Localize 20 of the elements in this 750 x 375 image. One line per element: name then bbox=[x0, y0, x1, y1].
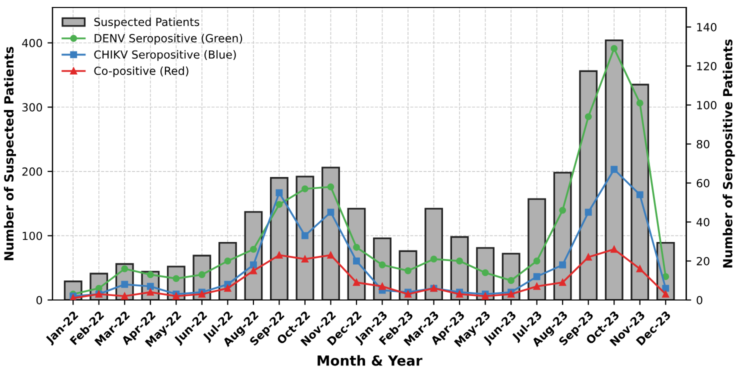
y2-tick-label: 0 bbox=[696, 296, 702, 304]
y-tick-label: 0 bbox=[36, 296, 42, 304]
legend-label: CHIKV Seropositive (Blue) bbox=[94, 50, 236, 61]
legend-label: Co-positive (Red) bbox=[94, 66, 188, 78]
y2-tick-label: 20 bbox=[696, 256, 710, 266]
legend-label: Suspected Patients bbox=[94, 18, 200, 28]
y2-tick-label: 100 bbox=[697, 100, 716, 110]
y2-tick-label: 120 bbox=[697, 62, 716, 70]
y-axis-title: Number of Suspected Patients bbox=[4, 46, 16, 260]
y2-axis-title: Number of Seropositive Patients bbox=[722, 39, 735, 268]
x-axis-title: Month & Year bbox=[318, 355, 422, 366]
y2-tick-label: 40 bbox=[696, 218, 710, 226]
y2-tick-label: 60 bbox=[696, 178, 710, 188]
y2-tick-label: 80 bbox=[696, 140, 710, 148]
y-tick-label: 300 bbox=[22, 103, 42, 112]
y2-tick-label: 140 bbox=[697, 22, 716, 32]
legend-label: DENV Seropositive (Green) bbox=[94, 34, 242, 45]
y-tick-label: 400 bbox=[22, 38, 42, 48]
y-tick-label: 100 bbox=[22, 232, 42, 240]
y-tick-label: 200 bbox=[22, 167, 42, 176]
